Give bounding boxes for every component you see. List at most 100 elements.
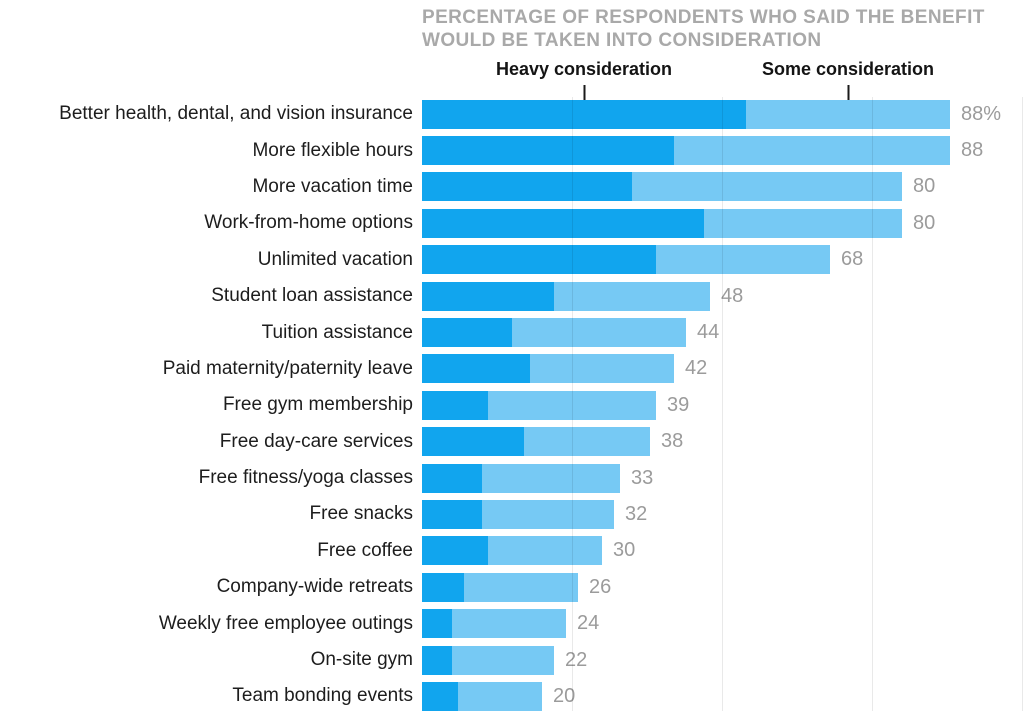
bar-row: Work-from-home options 80 xyxy=(0,205,1024,241)
bar-row: Unlimited vacation 68 xyxy=(0,242,1024,278)
heavy-consideration-segment xyxy=(422,499,482,529)
heavy-consideration-segment xyxy=(422,536,488,566)
some-consideration-segment xyxy=(464,572,578,602)
bar-row: On-site gym 22 xyxy=(0,642,1024,678)
stacked-bar xyxy=(422,681,542,711)
category-label: Team bonding events xyxy=(232,685,413,707)
bar-row: Free fitness/yoga classes 33 xyxy=(0,460,1024,496)
bar-row: Team bonding events 20 xyxy=(0,678,1024,714)
category-label: Paid maternity/paternity leave xyxy=(162,357,413,379)
value-label: 22 xyxy=(565,648,588,671)
category-label: Free day-care services xyxy=(219,430,413,452)
category-label: Better health, dental, and vision insura… xyxy=(59,103,413,125)
value-label: 24 xyxy=(577,612,600,635)
heavy-consideration-segment xyxy=(422,427,524,457)
stacked-bar xyxy=(422,499,614,529)
value-label: 33 xyxy=(631,466,654,489)
bar-row: Company-wide retreats 26 xyxy=(0,569,1024,605)
legend-some-label: Some consideration xyxy=(761,59,935,79)
stacked-bar xyxy=(422,463,620,493)
category-label: Work-from-home options xyxy=(204,212,413,234)
value-label: 68 xyxy=(841,248,864,271)
stacked-bar xyxy=(422,427,650,457)
pointer-line xyxy=(583,85,585,108)
stacked-bar xyxy=(422,390,656,420)
chart-title-line2: WOULD BE TAKEN INTO CONSIDERATION xyxy=(422,30,822,51)
bar-row: Free snacks 32 xyxy=(0,496,1024,532)
stacked-bar xyxy=(422,136,950,166)
value-label: 44 xyxy=(697,321,720,344)
some-consideration-segment xyxy=(452,609,566,639)
category-label: Company-wide retreats xyxy=(216,576,413,598)
heavy-consideration-segment xyxy=(422,572,464,602)
heavy-consideration-segment xyxy=(422,645,452,675)
value-label: 39 xyxy=(667,393,690,416)
some-consideration-segment xyxy=(458,681,542,711)
stacked-bar xyxy=(422,208,902,238)
stacked-bar xyxy=(422,318,686,348)
bar-row: More flexible hours 88 xyxy=(0,132,1024,168)
stacked-bar xyxy=(422,354,674,384)
some-consideration-segment xyxy=(530,354,674,384)
chart-title: PERCENTAGE OF RESPONDENTS WHO SAID THE B… xyxy=(422,6,985,52)
heavy-consideration-segment xyxy=(422,136,674,166)
some-consideration-segment xyxy=(704,208,902,238)
category-label: Free coffee xyxy=(317,539,413,561)
heavy-consideration-segment xyxy=(422,99,746,129)
heavy-consideration-segment xyxy=(422,463,482,493)
some-consideration-segment xyxy=(512,318,686,348)
value-label: 88 xyxy=(961,139,984,162)
bar-row: Student loan assistance 48 xyxy=(0,278,1024,314)
category-label: Free snacks xyxy=(309,503,413,525)
some-consideration-segment xyxy=(482,463,620,493)
heavy-consideration-segment xyxy=(422,208,704,238)
some-consideration-segment xyxy=(488,536,602,566)
category-label: More flexible hours xyxy=(252,139,413,161)
category-label: Free gym membership xyxy=(222,394,413,416)
value-label: 88% xyxy=(961,102,1002,125)
stacked-bar xyxy=(422,99,950,129)
stacked-bar xyxy=(422,645,554,675)
heavy-consideration-segment xyxy=(422,354,530,384)
stacked-bar xyxy=(422,536,602,566)
value-label: 38 xyxy=(661,430,684,453)
category-label: Unlimited vacation xyxy=(257,248,413,270)
category-label: Weekly free employee outings xyxy=(158,612,413,634)
stacked-bar xyxy=(422,172,902,202)
some-consideration-segment xyxy=(482,499,614,529)
some-consideration-segment xyxy=(488,390,656,420)
value-label: 26 xyxy=(589,575,612,598)
bar-row: Better health, dental, and vision insura… xyxy=(0,96,1024,132)
category-label: More vacation time xyxy=(252,175,413,197)
chart-title-line1: PERCENTAGE OF RESPONDENTS WHO SAID THE B… xyxy=(422,7,985,28)
stacked-bar xyxy=(422,281,710,311)
bar-row: Paid maternity/paternity leave 42 xyxy=(0,351,1024,387)
stacked-bar xyxy=(422,572,578,602)
heavy-consideration-segment xyxy=(422,390,488,420)
bar-row: More vacation time 80 xyxy=(0,169,1024,205)
bar-row: Free coffee 30 xyxy=(0,533,1024,569)
category-label: On-site gym xyxy=(310,649,413,671)
stacked-bar xyxy=(422,609,566,639)
stacked-bar xyxy=(422,245,830,275)
value-label: 32 xyxy=(625,502,648,525)
value-label: 80 xyxy=(913,175,936,198)
category-label: Free fitness/yoga classes xyxy=(198,467,413,489)
bar-row: Free gym membership 39 xyxy=(0,387,1024,423)
some-consideration-segment xyxy=(746,99,950,129)
legend-heavy-label: Heavy consideration xyxy=(495,59,673,79)
heavy-consideration-segment xyxy=(422,681,458,711)
bar-row: Tuition assistance 44 xyxy=(0,314,1024,350)
value-label: 48 xyxy=(721,284,744,307)
value-label: 80 xyxy=(913,211,936,234)
bar-row: Free day-care services 38 xyxy=(0,424,1024,460)
bar-rows: Better health, dental, and vision insura… xyxy=(0,96,1024,715)
category-label: Tuition assistance xyxy=(261,321,413,343)
value-label: 20 xyxy=(553,684,576,707)
category-label: Student loan assistance xyxy=(211,285,413,307)
some-consideration-segment xyxy=(674,136,950,166)
heavy-consideration-segment xyxy=(422,609,452,639)
bar-row: Weekly free employee outings 24 xyxy=(0,605,1024,641)
pointer-line xyxy=(847,85,849,108)
heavy-consideration-segment xyxy=(422,281,554,311)
